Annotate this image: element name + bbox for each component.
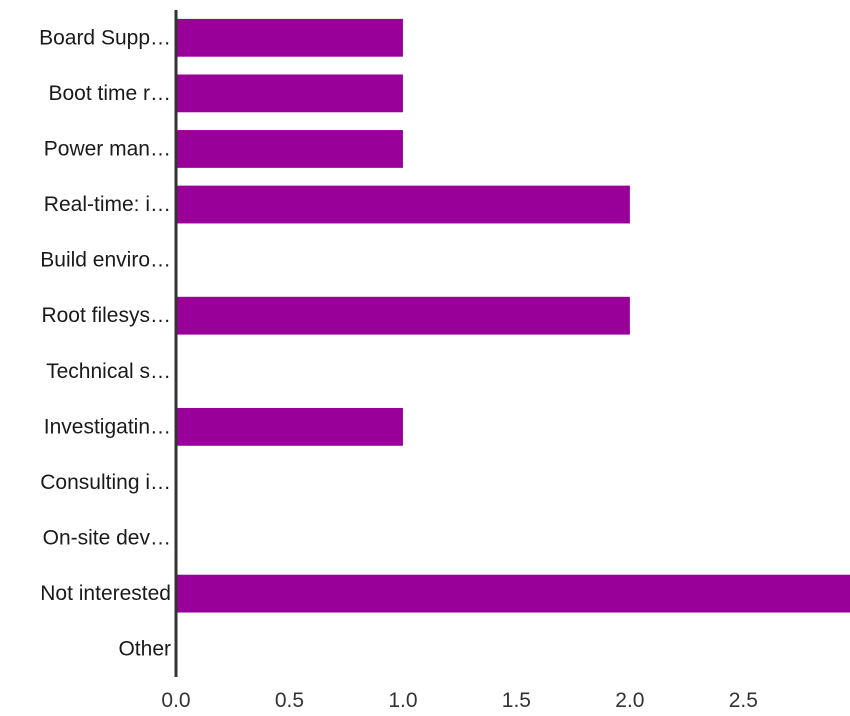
category-label: On-site dev… xyxy=(43,527,171,550)
x-tick-label: 1.0 xyxy=(388,689,417,712)
bar xyxy=(176,130,403,168)
category-label: Boot time r… xyxy=(48,82,171,105)
bar xyxy=(176,407,403,446)
category-label: Consulting i… xyxy=(40,471,171,494)
x-tick-label: 2.5 xyxy=(729,689,758,712)
category-label: Root filesys… xyxy=(41,304,171,327)
category-label: Other xyxy=(118,638,171,661)
category-labels: Board Supp… Boot time r… Power man… Real-ti… xyxy=(39,26,171,660)
category-label: Build enviro… xyxy=(40,249,171,272)
x-tick-labels: 0.0 0.5 1.0 1.5 2.0 2.5 xyxy=(161,689,758,712)
x-tick-label: 2.0 xyxy=(615,689,644,712)
x-tick-label: 0.0 xyxy=(161,689,190,712)
bar xyxy=(176,18,403,57)
x-tick-label: 1.5 xyxy=(502,689,531,712)
category-label: Board Supp… xyxy=(39,26,171,49)
category-label: Not interested xyxy=(40,582,171,605)
category-label: Real-time: i… xyxy=(44,193,171,216)
bar xyxy=(176,185,630,224)
category-label: Technical s… xyxy=(46,360,171,383)
bars-group xyxy=(176,18,850,613)
bar xyxy=(176,296,630,335)
x-tick-label: 0.5 xyxy=(275,689,304,712)
category-label: Investigatin… xyxy=(44,415,171,438)
bar xyxy=(176,74,403,113)
category-label: Power man… xyxy=(44,137,171,160)
bar xyxy=(176,574,850,613)
